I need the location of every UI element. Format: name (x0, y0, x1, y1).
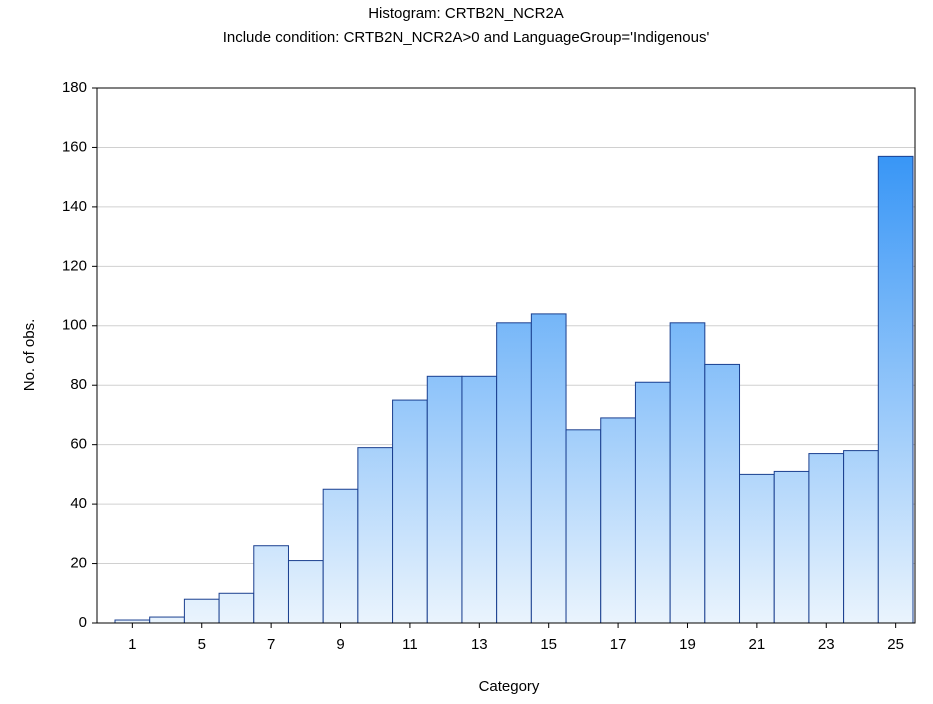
bar (496, 322, 532, 624)
y-tick-label: 60 (70, 436, 87, 453)
bar (322, 488, 359, 624)
x-tick-label: 13 (471, 636, 488, 653)
bar (530, 313, 567, 624)
x-tick-label: 9 (336, 636, 344, 653)
bar (149, 616, 185, 624)
x-tick-label: 25 (887, 636, 904, 653)
x-tick-label: 11 (402, 636, 418, 653)
bar (669, 322, 706, 624)
x-tick-label: 5 (198, 636, 206, 653)
x-tick-label: 7 (267, 636, 275, 653)
chart-subtitle: Include condition: CRTB2N_NCR2A>0 and La… (223, 29, 710, 46)
bar (704, 363, 741, 624)
y-tick-label: 0 (79, 614, 87, 631)
bar (253, 545, 289, 624)
bar (461, 375, 498, 624)
bar (808, 453, 845, 624)
bar (183, 598, 220, 624)
bar (565, 429, 602, 624)
x-tick-label: 19 (679, 636, 696, 653)
x-axis-label: Category (479, 678, 540, 695)
bar (287, 560, 324, 624)
bar (426, 375, 463, 624)
bar (773, 470, 810, 624)
y-axis-label: No. of obs. (21, 319, 38, 392)
y-tick-label: 120 (62, 257, 87, 274)
bar (392, 399, 428, 624)
y-tick-label: 40 (70, 495, 87, 512)
chart-title: Histogram: CRTB2N_NCR2A (368, 5, 564, 22)
x-tick-label: 1 (128, 636, 136, 653)
bar (600, 417, 636, 624)
x-tick-label: 17 (610, 636, 627, 653)
plot-frame (96, 87, 916, 624)
y-tick-label: 100 (62, 317, 87, 334)
bar (843, 450, 879, 624)
y-tick-label: 180 (62, 79, 87, 96)
y-tick-label: 160 (62, 138, 87, 155)
y-tick-label: 20 (70, 555, 87, 572)
x-tick-label: 21 (749, 636, 766, 653)
bar (634, 381, 671, 624)
bar (218, 592, 255, 624)
y-tick-label: 80 (70, 376, 87, 393)
bar (877, 155, 914, 624)
x-tick-label: 23 (818, 636, 835, 653)
x-tick-label: 15 (540, 636, 557, 653)
bar (357, 447, 394, 624)
bar (739, 473, 775, 624)
y-tick-label: 140 (62, 198, 87, 215)
